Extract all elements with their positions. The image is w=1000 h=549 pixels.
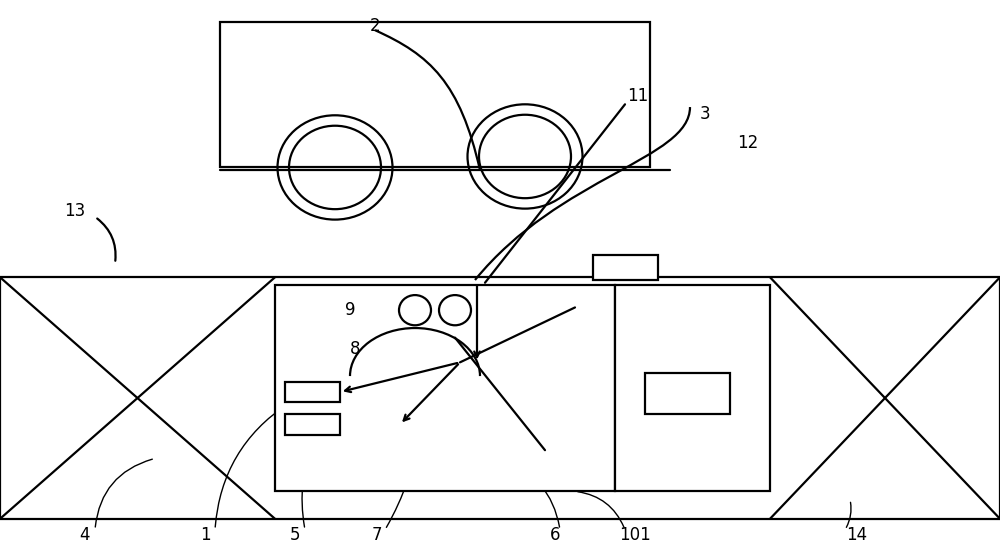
Text: 101: 101 [619,526,651,544]
Text: 7: 7 [372,526,382,544]
Bar [275,285,615,491]
Text: 14: 14 [846,526,868,544]
Bar [645,373,730,414]
Text: 13: 13 [64,203,86,220]
Bar [593,255,658,280]
Bar [285,414,340,435]
Text: 4: 4 [80,526,90,544]
Bar [0,277,1000,519]
Text: 6: 6 [550,526,560,544]
Text: 9: 9 [345,301,355,319]
Text: 2: 2 [370,18,380,35]
Text: 5: 5 [290,526,300,544]
Text: 3: 3 [700,105,710,123]
Text: 8: 8 [350,340,360,357]
Bar [285,382,340,402]
Text: 1: 1 [200,526,210,544]
Text: 11: 11 [627,87,649,105]
Text: 12: 12 [737,134,759,152]
Bar [615,285,770,491]
Bar [220,22,650,167]
